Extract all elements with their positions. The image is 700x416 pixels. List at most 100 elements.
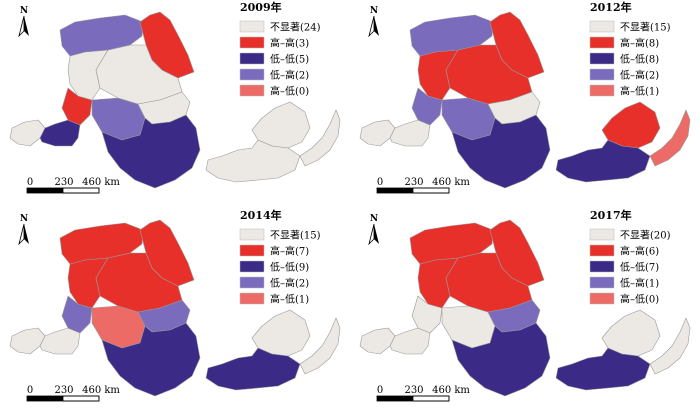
legend-swatch-high_low [589,292,615,305]
legend-label-not_significant: 不显著(15) [620,21,671,34]
panel-title: 2014年 [240,208,282,222]
scale-label: 0 [27,385,33,396]
region-west_tail [359,327,396,355]
region-ne_top [489,11,545,79]
legend-label-not_significant: 不显著(20) [620,229,671,242]
legend-label-high_high: 高–高(6) [620,245,659,258]
scale-label: 460 km [432,177,470,188]
region-far_east [649,109,691,167]
legend-label-low_high: 低–高(2) [270,277,309,290]
legend-swatch-low_high [589,68,615,81]
scale-label: 230 [404,177,423,188]
legend-label-low_low: 低–低(9) [270,261,309,274]
panel-title: 2012年 [590,0,632,14]
scale-label: 0 [377,177,383,188]
legend-label-low_high: 低–高(2) [620,69,659,82]
legend-label-high_low: 高–低(1) [270,293,309,306]
region-west_tail [9,119,46,147]
legend-swatch-not_significant [239,20,265,33]
legend-label-low_high: 低–高(2) [270,69,309,82]
legend-swatch-not_significant [589,228,615,241]
panel-title: 2017年 [590,208,632,222]
north-label: N [370,214,378,224]
legend-swatch-low_high [239,276,265,289]
north-arrow-icon: N [18,214,29,246]
region-far_east [299,109,341,167]
legend-swatch-high_high [239,244,265,257]
legend-swatch-low_low [239,52,265,65]
legend-swatch-not_significant [239,228,265,241]
region-far_east [299,317,341,375]
region-ne_top [139,219,195,287]
region-central_south [451,114,551,189]
legend-swatch-low_high [239,68,265,81]
legend-swatch-low_high [589,276,615,289]
scale-label: 230 [54,177,73,188]
region-tiny_mid [441,305,496,349]
legend-swatch-high_low [239,292,265,305]
region-tiny_mid [91,305,146,349]
region-tiny_mid [441,97,496,141]
scale-label: 0 [27,177,33,188]
legend-swatch-not_significant [589,20,615,33]
scale-label: 230 [54,385,73,396]
scale-bar: 0 230 460 km [26,385,120,402]
scale-label: 230 [404,385,423,396]
region-west_tail [9,327,46,355]
legend-swatch-high_high [589,244,615,257]
region-ne_top [489,219,545,287]
north-arrow-icon: N [368,214,379,246]
region-nw_cap [59,14,144,57]
legend-swatch-high_high [589,36,615,49]
region-west_block [389,327,431,355]
region-central_south [101,322,201,397]
legend-label-high_high: 高–高(8) [620,37,659,50]
legend-swatch-low_low [589,52,615,65]
north-label: N [370,6,378,16]
scale-label: 460 km [82,385,120,396]
region-nw_cap [59,222,144,265]
region-west_block [389,119,431,147]
region-central_south [101,114,201,189]
region-tiny_mid [91,97,146,141]
legend-label-low_high: 低–高(1) [620,277,659,290]
legend-label-low_low: 低–低(7) [620,261,659,274]
legend-label-high_low: 高–低(0) [620,293,659,306]
north-arrow-icon: N [18,6,29,38]
legend-label-high_high: 高–高(3) [270,37,309,50]
north-arrow-icon: N [368,6,379,38]
region-ne_top [139,11,195,79]
legend-label-low_low: 低–低(5) [270,53,309,66]
scale-label: 0 [377,385,383,396]
region-central_south [451,322,551,397]
scale-bar: 0 230 460 km [376,385,470,402]
panel-title: 2009年 [240,0,282,14]
scale-label: 460 km [432,385,470,396]
region-far_east [649,317,691,375]
north-label: N [20,214,28,224]
region-west_block [39,327,81,355]
legend-swatch-high_low [589,84,615,97]
region-nw_cap [409,222,494,265]
region-west_block [39,119,81,147]
legend-swatch-high_low [239,84,265,97]
legend-label-high_low: 高–低(0) [270,85,309,98]
legend-swatch-low_low [589,260,615,273]
legend-label-high_high: 高–高(7) [270,245,309,258]
legend-swatch-high_high [239,36,265,49]
scale-bar: 0 230 460 km [376,177,470,194]
legend-label-high_low: 高–低(1) [620,85,659,98]
region-west_tail [359,119,396,147]
north-label: N [20,6,28,16]
legend-label-low_low: 低–低(8) [620,53,659,66]
scale-bar: 0 230 460 km [26,177,120,194]
legend-label-not_significant: 不显著(15) [270,229,321,242]
legend-swatch-low_low [239,260,265,273]
legend-label-not_significant: 不显著(24) [270,21,321,34]
region-nw_cap [409,14,494,57]
